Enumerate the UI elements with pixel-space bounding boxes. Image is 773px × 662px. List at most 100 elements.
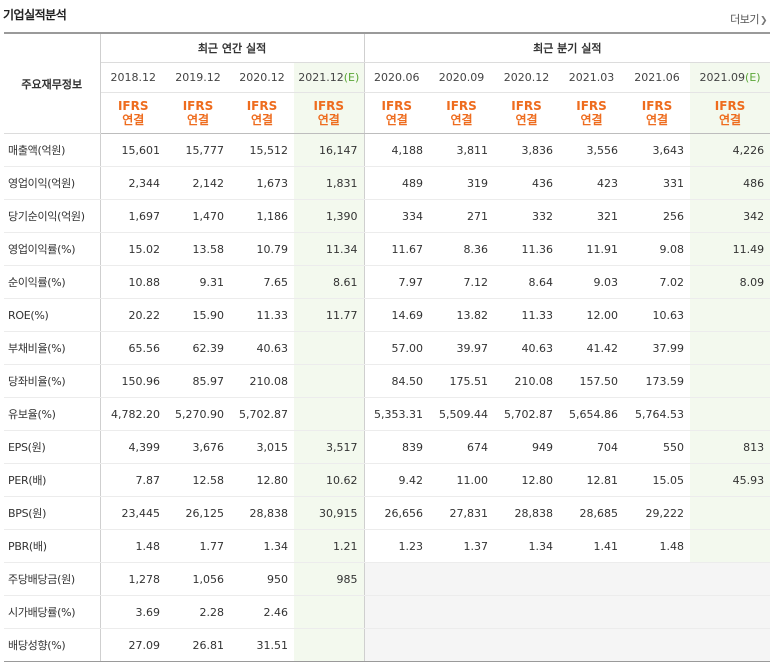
table-cell: 436 — [494, 166, 560, 200]
table-cell: 7.65 — [230, 265, 294, 299]
table-cell — [294, 364, 365, 398]
panel-header: 기업실적분석 더보기❯ — [0, 0, 773, 32]
table-cell: 423 — [559, 166, 625, 200]
table-cell: 57.00 — [364, 331, 430, 365]
table-cell: 26.81 — [166, 628, 230, 662]
table-row: 유보율(%) 4,782.20 5,270.90 5,702.87 5,353.31 5,… — [4, 397, 771, 431]
table-cell — [294, 628, 365, 662]
table-cell: 11.91 — [559, 232, 625, 266]
table-cell: 9.42 — [364, 463, 430, 497]
row-label: 순이익률(%) — [4, 265, 101, 299]
table-cell — [294, 397, 365, 431]
table-cell: 839 — [364, 430, 430, 464]
table-cell — [364, 562, 430, 596]
table-cell: 210.08 — [230, 364, 294, 398]
table-cell: 486 — [690, 166, 771, 200]
table-cell — [429, 562, 495, 596]
standard-top: IFRS — [246, 99, 278, 113]
table-cell — [494, 562, 560, 596]
table-cell: 15.90 — [166, 298, 230, 332]
table-cell: 1.23 — [364, 529, 430, 563]
table-cell — [429, 595, 495, 629]
table-cell: 1.48 — [624, 529, 691, 563]
standard-bottom: 연결 — [385, 113, 408, 127]
table-cell: 1.34 — [230, 529, 294, 563]
table-cell: 11.36 — [494, 232, 560, 266]
accounting-standard: IFRS 연결 — [690, 92, 771, 134]
period-label: 2020.06 — [374, 71, 420, 84]
table-cell: 1,186 — [230, 199, 294, 233]
row-header-label: 주요재무정보 — [4, 32, 101, 134]
table-cell: 5,764.53 — [624, 397, 691, 431]
table-cell: 3,556 — [559, 133, 625, 167]
row-label: 유보율(%) — [4, 397, 101, 431]
table-cell: 11.33 — [494, 298, 560, 332]
table-cell: 11.00 — [429, 463, 495, 497]
table-cell: 12.81 — [559, 463, 625, 497]
table-cell: 10.62 — [294, 463, 365, 497]
table-row: PER(배) 7.87 12.58 12.80 10.62 9.42 11.00 12.80 1… — [4, 463, 771, 497]
accounting-standard: IFRS 연결 — [364, 92, 430, 134]
table-cell: 331 — [624, 166, 691, 200]
table-cell: 8.61 — [294, 265, 365, 299]
table-cell: 40.63 — [494, 331, 560, 365]
row-label: PER(배) — [4, 463, 101, 497]
table-cell: 550 — [624, 430, 691, 464]
table-cell: 9.03 — [559, 265, 625, 299]
table-cell — [690, 529, 771, 563]
table-cell: 12.80 — [230, 463, 294, 497]
table-cell — [690, 298, 771, 332]
table-cell: 813 — [690, 430, 771, 464]
accounting-standard: IFRS 연결 — [166, 92, 230, 134]
table-cell: 1,470 — [166, 199, 230, 233]
table-cell: 16,147 — [294, 133, 365, 167]
table-cell: 84.50 — [364, 364, 430, 398]
table-cell: 8.64 — [494, 265, 560, 299]
standard-bottom: 연결 — [719, 113, 742, 127]
table-cell: 489 — [364, 166, 430, 200]
table-cell: 4,188 — [364, 133, 430, 167]
table-cell: 12.80 — [494, 463, 560, 497]
period-label: 2019.12 — [175, 71, 221, 84]
table-row: 부채비율(%) 65.56 62.39 40.63 57.00 39.97 40.63 41.… — [4, 331, 771, 365]
row-label: EPS(원) — [4, 430, 101, 464]
table-cell: 4,399 — [100, 430, 166, 464]
table-cell: 11.49 — [690, 232, 771, 266]
table-row: ROE(%) 20.22 15.90 11.33 11.77 14.69 13.82 11.3… — [4, 298, 771, 332]
more-link[interactable]: 더보기❯ — [730, 11, 767, 27]
table-cell: 8.09 — [690, 265, 771, 299]
period-label: 2018.12 — [110, 71, 157, 84]
table-row: 영업이익률(%) 15.02 13.58 10.79 11.34 11.67 8.36 11.… — [4, 232, 771, 266]
table-cell: 28,685 — [559, 496, 625, 530]
table-row: 시가배당률(%) 3.69 2.28 2.46 — [4, 595, 771, 629]
table-cell: 37.99 — [624, 331, 691, 365]
estimate-marker: (E) — [745, 71, 761, 84]
table-cell: 210.08 — [494, 364, 560, 398]
table-cell: 13.58 — [166, 232, 230, 266]
standard-top: IFRS — [117, 99, 149, 113]
standard-top: IFRS — [381, 99, 413, 113]
table-cell: 7.87 — [100, 463, 166, 497]
row-label: 영업이익률(%) — [4, 232, 101, 266]
table-cell — [690, 397, 771, 431]
table-cell: 949 — [494, 430, 560, 464]
table-cell: 10.88 — [100, 265, 166, 299]
period-label: 2021.12 — [298, 71, 344, 84]
table-cell: 5,353.31 — [364, 397, 430, 431]
more-label[interactable]: 더보기 — [730, 13, 759, 26]
period-header-row: 2018.12 2019.12 2020.12 2021.12(E) 2020.06 20… — [4, 62, 771, 93]
table-cell: 15,777 — [166, 133, 230, 167]
standard-top: IFRS — [313, 99, 345, 113]
table-cell: 2,344 — [100, 166, 166, 200]
table-cell: 5,654.86 — [559, 397, 625, 431]
table-row: EPS(원) 4,399 3,676 3,015 3,517 839 674 949 704 55… — [4, 430, 771, 464]
table-cell: 15.02 — [100, 232, 166, 266]
table-cell — [690, 628, 771, 662]
table-cell: 30,915 — [294, 496, 365, 530]
row-label: 영업이익(억원) — [4, 166, 101, 200]
table-row: PBR(배) 1.48 1.77 1.34 1.21 1.23 1.37 1.34 1.41 1.… — [4, 529, 771, 563]
table-cell: 342 — [690, 199, 771, 233]
table-row: 배당성향(%) 27.09 26.81 31.51 — [4, 628, 771, 662]
period-label: 2021.09 — [699, 71, 746, 84]
table-cell: 11.33 — [230, 298, 294, 332]
